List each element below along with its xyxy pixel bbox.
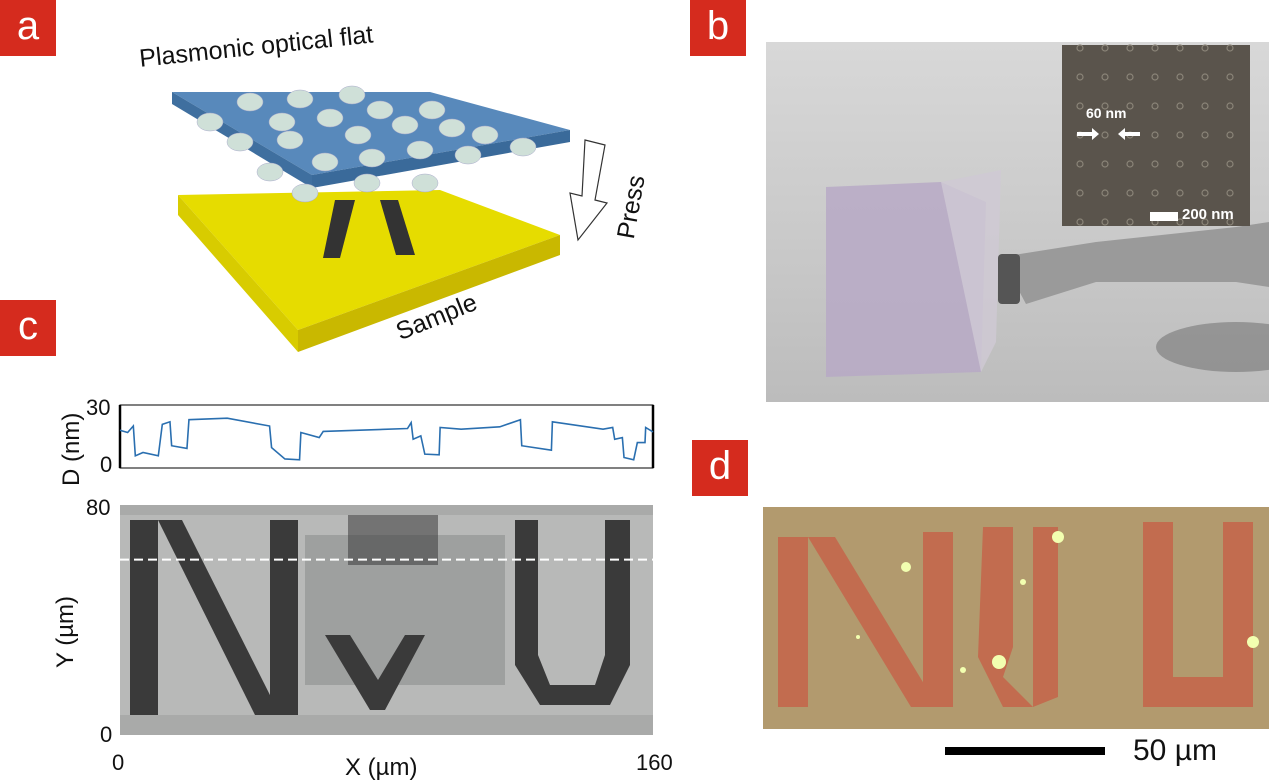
press-arrow-icon <box>569 139 609 242</box>
nanodisk <box>1176 218 1184 226</box>
nanodisk <box>1201 160 1209 168</box>
nanodisk <box>1076 160 1084 168</box>
nanodisk <box>1176 44 1184 52</box>
image-ytick-min: 0 <box>100 722 113 747</box>
nanodisk <box>1101 73 1109 81</box>
nanodisk <box>1101 44 1109 52</box>
profile-ylabel: D (nm) <box>58 412 85 486</box>
profile-series <box>119 417 654 461</box>
nanodisk <box>1226 131 1234 139</box>
nanodisk <box>1151 160 1159 168</box>
nanodisk <box>1176 189 1184 197</box>
depth-profile-chart <box>118 404 655 469</box>
nanodisk <box>1126 160 1134 168</box>
image-xlabel: X (µm) <box>345 754 418 781</box>
panel-label-b: b <box>690 0 746 56</box>
nanodisk <box>1201 44 1209 52</box>
feature-size-label: 60 nm <box>1086 105 1127 121</box>
nanoparticle-array <box>196 85 537 203</box>
nanodisk <box>1201 131 1209 139</box>
nanodisk <box>1226 44 1234 52</box>
nanodisk <box>1126 73 1134 81</box>
nanodisk <box>1126 102 1134 110</box>
nanodisk <box>1126 44 1134 52</box>
nanodisk <box>1126 218 1134 226</box>
sem-inset: 60 nm 200 nm <box>1062 44 1250 226</box>
nanodisk <box>1076 189 1084 197</box>
nanodisk <box>1201 189 1209 197</box>
nanodisk <box>1176 102 1184 110</box>
scale-bar-label: 50 µm <box>1133 734 1217 767</box>
nanodisk <box>1226 73 1234 81</box>
nanodisk <box>1076 102 1084 110</box>
nanodisk <box>1151 131 1159 139</box>
nanodisk <box>1101 131 1109 139</box>
nanodisk <box>1076 44 1084 52</box>
nanodisk <box>1201 102 1209 110</box>
nanodisk <box>1101 160 1109 168</box>
panel-label-c: c <box>0 300 56 356</box>
image-xtick-max: 160 <box>636 750 673 775</box>
nanodisk <box>1201 218 1209 226</box>
nanodisk <box>1151 44 1159 52</box>
nanodisk <box>1226 102 1234 110</box>
scale-bar <box>945 747 1105 755</box>
nanodisk <box>1151 102 1159 110</box>
nanodisk <box>1101 102 1109 110</box>
profile-ytick-max: 30 <box>86 395 111 420</box>
nanodisk <box>1226 160 1234 168</box>
nanodisk <box>1151 189 1159 197</box>
nanodisk-array <box>1076 44 1234 226</box>
nanodisk <box>1176 131 1184 139</box>
nanodisk <box>1176 73 1184 81</box>
profile-ytick-min: 0 <box>100 452 113 477</box>
nanodisk <box>1076 218 1084 226</box>
nanodisk <box>1126 189 1134 197</box>
nanodisk <box>1201 73 1209 81</box>
image-ytick-max: 80 <box>86 495 111 520</box>
image-ylabel: Y (µm) <box>52 595 79 668</box>
nanodisk <box>1176 160 1184 168</box>
nanodisk <box>1151 73 1159 81</box>
nanodisk <box>1101 218 1109 226</box>
panel-label-a: a <box>0 0 56 56</box>
image-xtick-min: 0 <box>112 750 125 775</box>
arrow-right-icon <box>1077 128 1099 140</box>
nanodisk <box>1101 189 1109 197</box>
press-schematic <box>172 85 609 352</box>
inset-scalebar-label: 200 nm <box>1182 206 1234 223</box>
afm-image <box>120 505 653 735</box>
optical-micrograph <box>763 507 1269 729</box>
panel-label-d: d <box>692 440 748 496</box>
nanodisk <box>1226 189 1234 197</box>
nanodisk <box>1226 218 1234 226</box>
arrow-left-icon <box>1118 128 1140 140</box>
nanodisk <box>1076 73 1084 81</box>
